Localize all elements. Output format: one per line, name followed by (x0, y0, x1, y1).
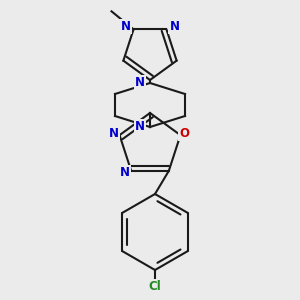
Text: O: O (179, 127, 189, 140)
Text: Cl: Cl (148, 280, 161, 293)
Text: N: N (135, 76, 145, 89)
Text: N: N (135, 121, 145, 134)
Text: N: N (169, 20, 179, 33)
Text: N: N (121, 20, 130, 33)
Text: N: N (109, 127, 118, 140)
Text: N: N (120, 167, 130, 179)
